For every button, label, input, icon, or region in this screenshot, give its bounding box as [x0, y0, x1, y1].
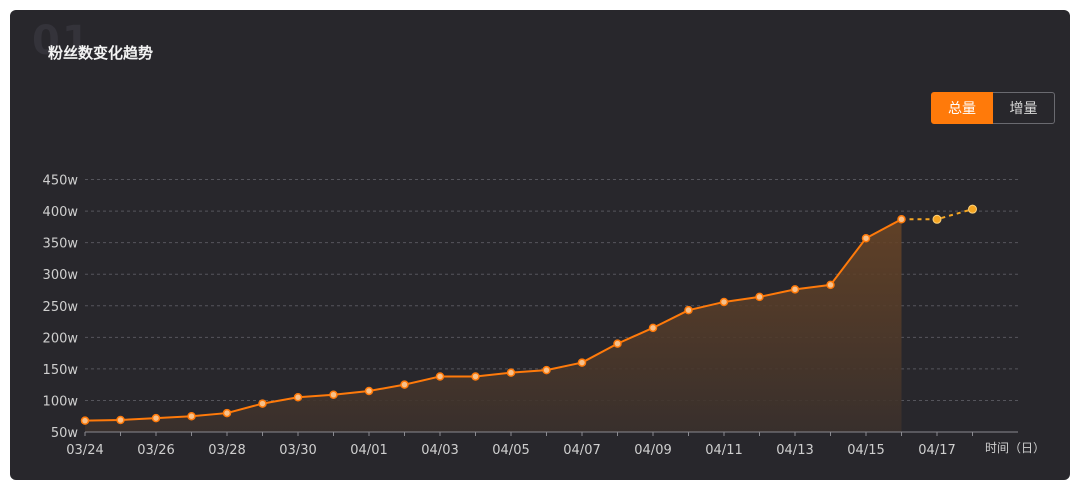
- x-axis-title: 时间（日）: [985, 441, 1045, 455]
- x-tick-label: 04/09: [634, 443, 671, 458]
- chart-title: 粉丝数变化趋势: [48, 44, 154, 62]
- data-point[interactable]: [542, 365, 551, 375]
- x-tick-label: 03/28: [208, 443, 245, 458]
- x-tick-label: 03/24: [66, 443, 103, 458]
- line-chart: 50w 100w 150w 200w 250w 300w 350w 400w 450w 03/2…: [43, 174, 1045, 459]
- x-tick-label: 04/01: [350, 443, 387, 458]
- x-tick-label: 04/11: [705, 443, 742, 458]
- increment-toggle-button[interactable]: 增量: [993, 92, 1055, 124]
- series-line: [84, 218, 902, 422]
- x-axis: 03/24 03/26 03/28 03/30 04/01 04/03 04/05 04/07…: [66, 431, 1045, 458]
- data-point[interactable]: [400, 380, 409, 389]
- data-point[interactable]: [648, 323, 658, 333]
- y-tick-label: 400w: [43, 205, 79, 220]
- data-point[interactable]: [684, 305, 693, 315]
- x-tick-label: 03/26: [137, 443, 174, 458]
- data-point[interactable]: [577, 358, 587, 367]
- data-point[interactable]: [293, 393, 303, 402]
- y-tick-label: 300w: [43, 268, 79, 283]
- data-point[interactable]: [435, 372, 445, 381]
- x-tick-label: 04/03: [421, 443, 458, 458]
- y-tick-label: 50w: [51, 426, 79, 441]
- data-point[interactable]: [471, 372, 480, 381]
- data-point[interactable]: [755, 292, 764, 302]
- y-tick-label: 200w: [43, 331, 79, 346]
- section-number-watermark: 01: [32, 18, 92, 64]
- data-point[interactable]: [151, 413, 161, 423]
- series-area: [85, 219, 902, 432]
- y-tick-label: 350w: [43, 237, 79, 252]
- y-tick-label: 100w: [43, 394, 79, 409]
- data-point[interactable]: [329, 390, 338, 400]
- x-tick-label: 04/17: [918, 443, 955, 458]
- data-point[interactable]: [826, 280, 835, 290]
- y-tick-label: 450w: [43, 174, 79, 189]
- total-toggle-button[interactable]: 总量: [931, 92, 993, 124]
- data-point[interactable]: [719, 297, 729, 307]
- y-tick-label: 150w: [43, 363, 79, 378]
- data-point[interactable]: [506, 368, 516, 377]
- data-point[interactable]: [80, 416, 90, 425]
- area-fill: [85, 219, 902, 432]
- data-point[interactable]: [187, 411, 196, 421]
- metric-toggle: 总量 增量: [931, 92, 1055, 124]
- data-point[interactable]: [613, 339, 622, 348]
- forecast-data-point[interactable]: [968, 204, 977, 214]
- x-tick-label: 03/30: [279, 443, 316, 458]
- data-point[interactable]: [364, 386, 374, 396]
- data-point[interactable]: [222, 408, 232, 418]
- x-tick-label: 04/07: [563, 443, 600, 458]
- data-point[interactable]: [116, 415, 125, 425]
- y-tick-label: 250w: [43, 300, 79, 315]
- x-tick-label: 04/13: [776, 443, 813, 458]
- forecast-data-point[interactable]: [932, 214, 942, 224]
- data-point[interactable]: [790, 285, 800, 294]
- y-axis: 50w 100w 150w 200w 250w 300w 350w 400w 450w: [43, 174, 79, 442]
- x-tick-label: 04/15: [847, 443, 884, 458]
- data-point[interactable]: [861, 233, 871, 243]
- data-point[interactable]: [897, 215, 906, 224]
- data-points: [80, 204, 977, 425]
- x-tick-label: 04/05: [492, 443, 529, 458]
- data-point[interactable]: [258, 399, 267, 408]
- chart-card: 01 粉丝数变化趋势 总量 增量 50w 100w 150w 200w 250w 300w…: [10, 10, 1070, 480]
